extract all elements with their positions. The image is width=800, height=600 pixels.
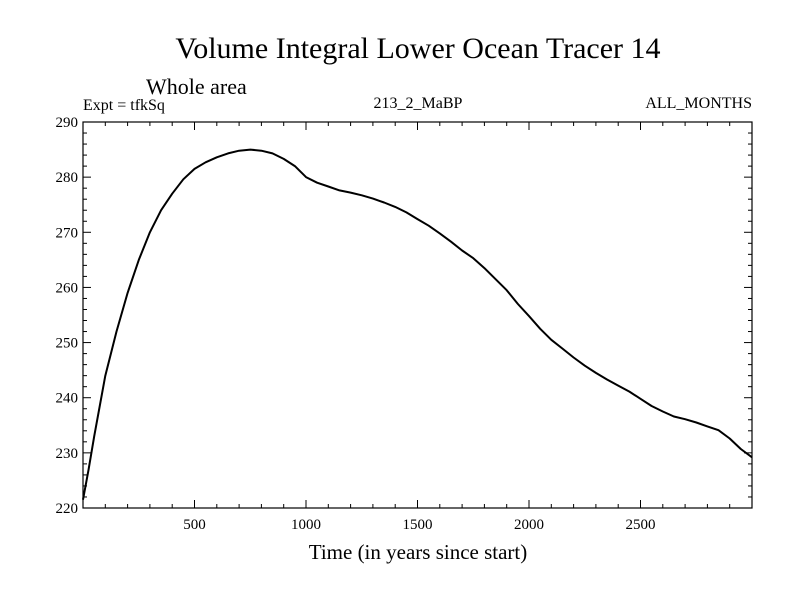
expt-label: Expt = tfkSq xyxy=(83,97,165,114)
y-tick-label: 230 xyxy=(56,446,79,462)
y-tick-label: 240 xyxy=(56,391,79,407)
x-tick-label: 1500 xyxy=(403,517,433,533)
center-label: 213_2_MaBP xyxy=(374,95,463,112)
plot-frame xyxy=(82,121,753,509)
y-tick-label: 290 xyxy=(56,115,79,131)
y-tick-label: 280 xyxy=(56,170,79,186)
y-tick-label: 270 xyxy=(56,225,79,241)
series-line xyxy=(82,148,753,500)
axis-tick-labels: 500 1000 1500 2000 2500 220 230 240 250 260 270 280… xyxy=(56,115,656,533)
chart-title: Volume Integral Lower Ocean Tracer 14 xyxy=(175,32,660,65)
y-tick-label: 260 xyxy=(56,280,79,296)
x-tick-label: 500 xyxy=(183,517,206,533)
x-tick-label: 1000 xyxy=(291,517,321,533)
x-tick-label: 2500 xyxy=(626,517,656,533)
y-tick-label: 250 xyxy=(56,336,79,352)
y-tick-label: 220 xyxy=(56,501,79,517)
right-label: ALL_MONTHS xyxy=(645,95,752,112)
series-layer xyxy=(82,148,753,500)
axis-ticks xyxy=(83,121,752,509)
x-axis-label: Time (in years since start) xyxy=(309,540,528,564)
x-tick-label: 2000 xyxy=(514,517,544,533)
chart-subtitle: Whole area xyxy=(146,74,247,99)
